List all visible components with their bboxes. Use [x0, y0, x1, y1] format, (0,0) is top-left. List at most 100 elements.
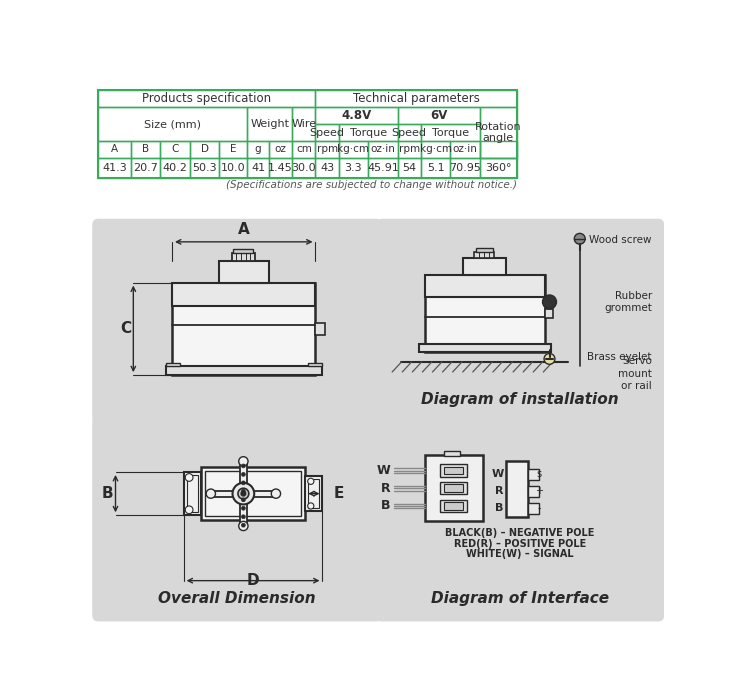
Text: D: D [246, 573, 259, 587]
Text: rpm: rpm [399, 144, 420, 155]
Text: C: C [120, 321, 131, 337]
Bar [315, 323, 325, 335]
Bar [98, 158, 131, 178]
Bar [480, 141, 517, 158]
Text: 5.1: 5.1 [427, 163, 444, 173]
Bar [292, 107, 315, 141]
Bar [131, 158, 160, 178]
Text: s: s [537, 470, 542, 480]
Circle shape [542, 295, 556, 309]
Bar [205, 471, 300, 516]
Text: BLACK(B) – NEGATIVE POLE: BLACK(B) – NEGATIVE POLE [445, 528, 595, 538]
Circle shape [544, 354, 555, 364]
Text: 20.7: 20.7 [134, 163, 158, 173]
Text: E: E [230, 144, 237, 155]
Bar [418, 344, 551, 352]
Text: Servo
mount
or rail: Servo mount or rail [618, 356, 652, 391]
Bar [368, 141, 398, 158]
Text: Diagram of Interface: Diagram of Interface [431, 591, 609, 606]
Bar [368, 158, 398, 178]
Bar [232, 253, 255, 261]
Bar [425, 275, 545, 352]
Bar [306, 476, 323, 511]
Text: 4.8V: 4.8V [342, 109, 372, 122]
Circle shape [238, 489, 249, 499]
Circle shape [574, 233, 585, 244]
Bar [528, 486, 539, 497]
Text: Size (mm): Size (mm) [145, 119, 201, 129]
Text: 6V: 6V [430, 109, 447, 122]
Bar [247, 107, 292, 141]
Text: Rubber
grommet: Rubber grommet [604, 290, 652, 313]
Text: 40.2: 40.2 [163, 163, 187, 173]
Text: 3.3: 3.3 [345, 163, 362, 173]
Bar [190, 141, 219, 158]
Bar [166, 363, 180, 366]
Circle shape [308, 478, 314, 484]
FancyBboxPatch shape [92, 414, 382, 622]
Bar [166, 366, 322, 375]
Bar [292, 158, 315, 178]
Bar [450, 158, 480, 178]
Text: B: B [495, 503, 504, 513]
Bar [131, 141, 160, 158]
Circle shape [241, 473, 245, 476]
Text: g: g [255, 144, 261, 155]
Bar [247, 158, 269, 178]
Text: Torque: Torque [350, 127, 387, 137]
Circle shape [185, 506, 193, 514]
Bar [421, 141, 450, 158]
Bar [475, 252, 494, 258]
Text: 45.91: 45.91 [367, 163, 399, 173]
Bar [528, 503, 539, 514]
Bar [506, 461, 528, 517]
Text: Speed: Speed [309, 127, 345, 137]
Text: A: A [238, 222, 249, 237]
FancyBboxPatch shape [376, 218, 664, 422]
Text: Technical parameters: Technical parameters [353, 92, 480, 105]
Text: 70.95: 70.95 [449, 163, 481, 173]
Text: 10.0: 10.0 [221, 163, 246, 173]
Text: 50.3: 50.3 [193, 163, 217, 173]
Text: R: R [495, 486, 504, 496]
Bar [339, 141, 368, 158]
Bar [160, 158, 190, 178]
Bar [98, 90, 517, 178]
Bar [315, 124, 339, 141]
Text: oz·in: oz·in [452, 144, 477, 155]
Text: Overall Dimension: Overall Dimension [159, 591, 316, 606]
Text: 360°: 360° [485, 163, 511, 173]
Bar [398, 141, 421, 158]
Text: B: B [142, 144, 149, 155]
Circle shape [238, 522, 248, 531]
Text: C: C [171, 144, 179, 155]
Circle shape [185, 474, 193, 482]
Text: 41.3: 41.3 [103, 163, 127, 173]
Bar [233, 248, 253, 253]
Circle shape [241, 506, 245, 510]
Text: W: W [492, 470, 504, 480]
Text: Wood screw: Wood screw [590, 235, 652, 245]
Text: 1.45: 1.45 [268, 163, 293, 173]
Text: R: R [381, 482, 390, 495]
Text: Torque: Torque [432, 127, 469, 137]
Circle shape [241, 514, 245, 519]
Text: 30.0: 30.0 [292, 163, 316, 173]
Bar [315, 158, 339, 178]
Bar [98, 90, 315, 107]
Text: Speed: Speed [392, 127, 427, 137]
Text: kg·cm: kg·cm [337, 144, 370, 155]
Circle shape [308, 503, 314, 509]
Bar [425, 275, 545, 297]
Text: B: B [102, 486, 114, 501]
Text: RED(R) – POSITIVE POLE: RED(R) – POSITIVE POLE [454, 539, 586, 549]
Bar [398, 124, 421, 141]
Bar [339, 124, 398, 141]
Text: cm: cm [296, 144, 311, 155]
Text: Wire: Wire [292, 119, 317, 129]
Text: oz: oz [275, 144, 286, 155]
Bar [190, 158, 219, 178]
Circle shape [241, 491, 246, 496]
Bar [184, 472, 201, 515]
Bar [269, 141, 292, 158]
